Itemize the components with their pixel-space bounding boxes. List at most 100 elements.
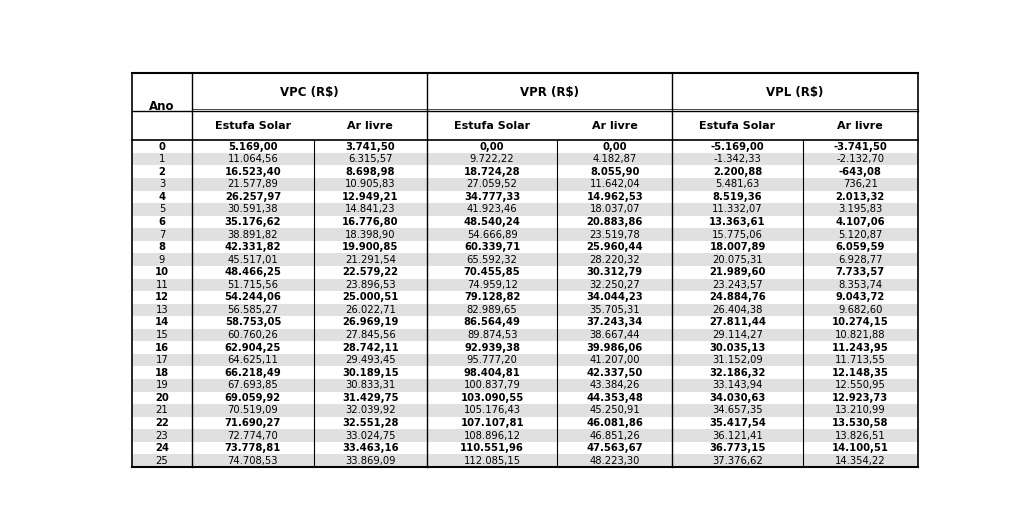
Text: 2.200,88: 2.200,88 [713, 167, 762, 177]
Text: 6.315,57: 6.315,57 [348, 154, 392, 164]
Text: -2.132,70: -2.132,70 [837, 154, 885, 164]
Text: 32.186,32: 32.186,32 [710, 368, 766, 378]
Text: 66.218,49: 66.218,49 [224, 368, 282, 378]
Text: 3.741,50: 3.741,50 [345, 142, 395, 152]
Text: 35.417,54: 35.417,54 [709, 418, 766, 428]
Text: 18.037,07: 18.037,07 [590, 204, 640, 214]
Text: 0: 0 [159, 142, 166, 152]
Text: 5.169,00: 5.169,00 [228, 142, 278, 152]
Text: 26.404,38: 26.404,38 [713, 305, 763, 315]
Text: 48.466,25: 48.466,25 [224, 267, 282, 277]
Text: 10.905,83: 10.905,83 [345, 179, 395, 189]
Bar [132, 430, 918, 442]
Text: 14: 14 [155, 317, 169, 327]
Text: 37.243,34: 37.243,34 [587, 317, 643, 327]
Text: 11.642,04: 11.642,04 [590, 179, 640, 189]
Text: 48.540,24: 48.540,24 [464, 217, 520, 227]
Text: 8.055,90: 8.055,90 [590, 167, 640, 177]
Text: 44.353,48: 44.353,48 [587, 393, 643, 403]
Text: 65.592,32: 65.592,32 [467, 255, 517, 265]
Text: 5.120,87: 5.120,87 [838, 230, 883, 240]
Text: 31.429,75: 31.429,75 [342, 393, 398, 403]
Text: 14.962,53: 14.962,53 [587, 192, 643, 202]
Text: VPR (R$): VPR (R$) [520, 85, 579, 99]
Bar [132, 191, 918, 203]
Text: 4: 4 [159, 192, 166, 202]
Bar [132, 404, 918, 417]
Text: 0,00: 0,00 [602, 142, 627, 152]
Text: 112.085,15: 112.085,15 [464, 456, 520, 466]
Text: 35.705,31: 35.705,31 [590, 305, 640, 315]
Text: 736,21: 736,21 [843, 179, 878, 189]
Text: 25: 25 [156, 456, 168, 466]
Text: 86.564,49: 86.564,49 [464, 317, 520, 327]
Text: 26.969,19: 26.969,19 [342, 317, 398, 327]
Bar [132, 354, 918, 366]
Text: 20.883,86: 20.883,86 [587, 217, 643, 227]
Text: 45.517,01: 45.517,01 [227, 255, 279, 265]
Text: 34.030,63: 34.030,63 [710, 393, 766, 403]
Bar [132, 203, 918, 216]
Text: 69.059,92: 69.059,92 [225, 393, 281, 403]
Text: 71.690,27: 71.690,27 [225, 418, 281, 428]
Text: 41.207,00: 41.207,00 [590, 355, 640, 365]
Text: 11.064,56: 11.064,56 [227, 154, 279, 164]
Text: 31.152,09: 31.152,09 [712, 355, 763, 365]
Text: 11.713,55: 11.713,55 [835, 355, 886, 365]
Text: 6.928,77: 6.928,77 [838, 255, 883, 265]
Text: Estufa Solar: Estufa Solar [454, 121, 530, 131]
Text: 0,00: 0,00 [480, 142, 505, 152]
Text: 13.826,51: 13.826,51 [835, 431, 886, 441]
Text: 24.884,76: 24.884,76 [710, 292, 766, 302]
Text: 33.869,09: 33.869,09 [345, 456, 395, 466]
Text: 32.250,27: 32.250,27 [590, 280, 640, 290]
Text: 60.339,71: 60.339,71 [464, 242, 520, 252]
Bar [132, 316, 918, 329]
Text: 98.404,81: 98.404,81 [464, 368, 520, 378]
Text: 42.331,82: 42.331,82 [224, 242, 282, 252]
Text: 19.900,85: 19.900,85 [342, 242, 398, 252]
Text: 103.090,55: 103.090,55 [461, 393, 523, 403]
Bar [132, 216, 918, 228]
Text: 62.904,25: 62.904,25 [224, 343, 282, 353]
Text: 105.176,43: 105.176,43 [464, 405, 520, 415]
Text: Ar livre: Ar livre [592, 121, 638, 131]
Text: 27.845,56: 27.845,56 [345, 330, 395, 340]
Bar [132, 454, 918, 467]
Text: 51.715,56: 51.715,56 [227, 280, 279, 290]
Text: 8: 8 [159, 242, 166, 252]
Text: 26.022,71: 26.022,71 [345, 305, 395, 315]
Text: 18.724,28: 18.724,28 [464, 167, 520, 177]
Bar [132, 442, 918, 454]
Text: 29.493,45: 29.493,45 [345, 355, 395, 365]
Text: 9: 9 [159, 255, 165, 265]
Text: 5.481,63: 5.481,63 [716, 179, 760, 189]
Bar [132, 366, 918, 379]
Text: 11: 11 [156, 280, 168, 290]
Text: 13: 13 [156, 305, 168, 315]
Bar [132, 379, 918, 392]
Text: Ano: Ano [150, 100, 175, 113]
Text: 73.778,81: 73.778,81 [224, 443, 282, 453]
Text: 46.081,86: 46.081,86 [587, 418, 643, 428]
Text: 32.551,28: 32.551,28 [342, 418, 398, 428]
Text: 18: 18 [155, 368, 169, 378]
Bar [132, 329, 918, 341]
Text: 28.742,11: 28.742,11 [342, 343, 398, 353]
Text: VPL (R$): VPL (R$) [766, 85, 823, 99]
Text: 25.960,44: 25.960,44 [587, 242, 643, 252]
Bar [132, 228, 918, 241]
Text: 33.143,94: 33.143,94 [713, 380, 763, 391]
Bar [132, 111, 918, 140]
Text: 9.682,60: 9.682,60 [838, 305, 883, 315]
Text: 21: 21 [156, 405, 168, 415]
Text: 12.148,35: 12.148,35 [831, 368, 889, 378]
Text: 54.244,06: 54.244,06 [224, 292, 282, 302]
Bar [132, 266, 918, 278]
Text: 30.312,79: 30.312,79 [587, 267, 643, 277]
Text: 64.625,11: 64.625,11 [227, 355, 279, 365]
Text: 32.039,92: 32.039,92 [345, 405, 395, 415]
Text: 38.667,44: 38.667,44 [590, 330, 640, 340]
Text: 12.923,73: 12.923,73 [833, 393, 888, 403]
Text: 7.733,57: 7.733,57 [836, 267, 885, 277]
